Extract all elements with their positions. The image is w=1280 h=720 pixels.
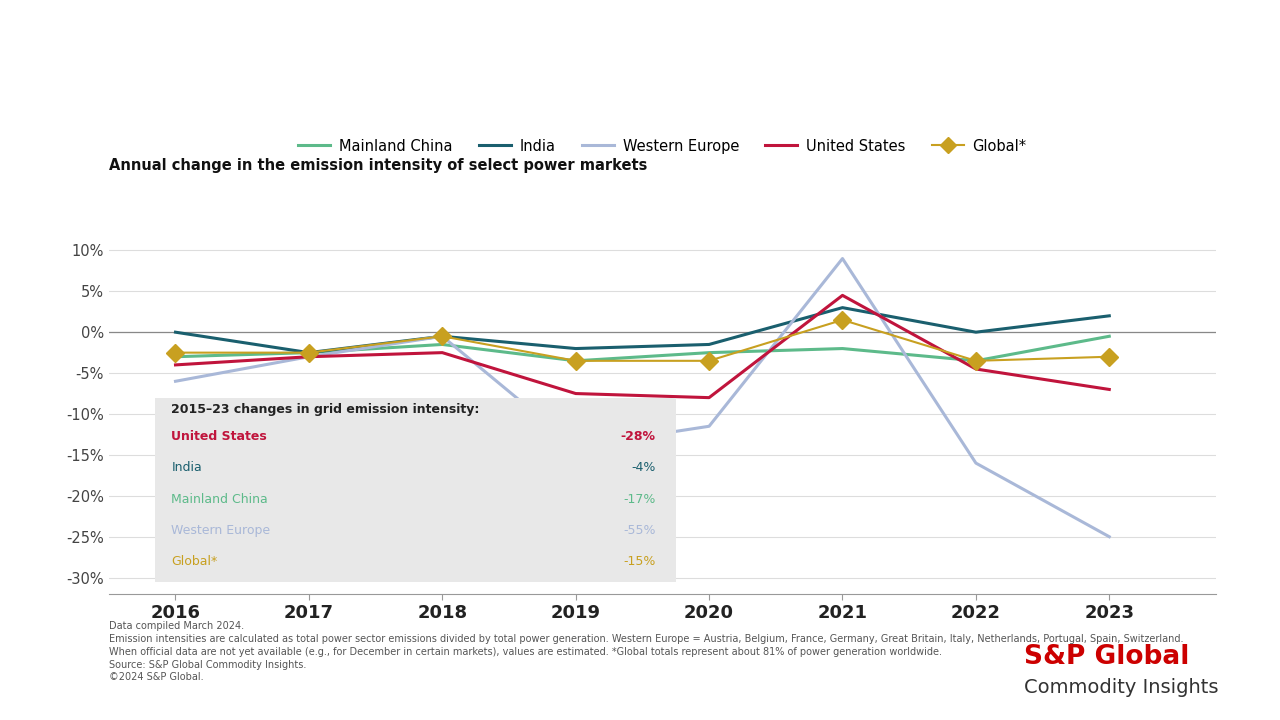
Text: significantly — but also unevenly — over the past eight years: significantly — but also unevenly — over… [23,127,1280,165]
Text: Annual change in the emission intensity of select power markets: Annual change in the emission intensity … [109,158,648,173]
Text: When official data are not yet available (e.g., for December in certain markets): When official data are not yet available… [109,647,942,657]
FancyBboxPatch shape [155,397,676,582]
Text: Mainland China: Mainland China [172,492,269,505]
Text: -28%: -28% [621,431,655,444]
Text: Western Europe: Western Europe [172,523,270,536]
Text: Data compiled March 2024.: Data compiled March 2024. [109,621,244,631]
Text: ©2024 S&P Global.: ©2024 S&P Global. [109,672,204,683]
Text: Source: S&P Global Commodity Insights.: Source: S&P Global Commodity Insights. [109,660,306,670]
Text: -17%: -17% [623,492,655,505]
Text: India: India [172,462,202,474]
Text: Commodity Insights: Commodity Insights [1024,678,1219,697]
Text: Emission intensities are calculated as total power sector emissions divided by t: Emission intensities are calculated as t… [109,634,1183,644]
Text: S&P Global: S&P Global [1024,644,1189,670]
Text: -55%: -55% [623,523,655,536]
Text: United States: United States [172,431,268,444]
Text: Global*: Global* [172,554,218,568]
Text: 2015–23 changes in grid emission intensity:: 2015–23 changes in grid emission intensi… [172,402,480,415]
Text: -15%: -15% [623,554,655,568]
Legend: Mainland China, India, Western Europe, United States, Global*: Mainland China, India, Western Europe, U… [292,133,1033,160]
Text: -4%: -4% [631,462,655,474]
Text: Grid emission intensities worldwide have declined: Grid emission intensities worldwide have… [23,40,1125,77]
